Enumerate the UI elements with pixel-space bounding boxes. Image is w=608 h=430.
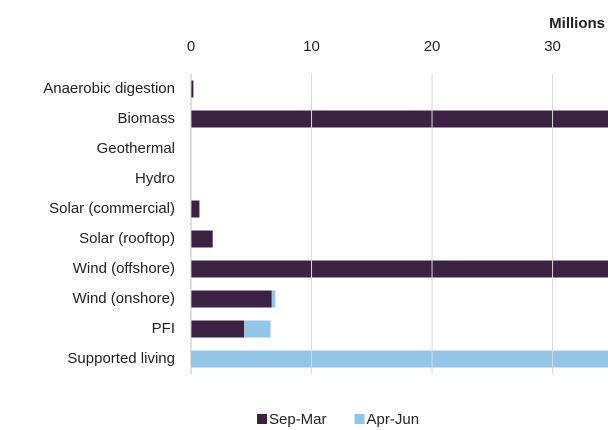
bar	[191, 80, 194, 98]
y-tick-label: Solar (rooftop)	[79, 230, 175, 247]
y-tick-label: Wind (onshore)	[72, 290, 175, 307]
y-tick-label: Hydro	[135, 170, 175, 187]
bar	[191, 230, 213, 248]
bar	[191, 320, 245, 338]
y-tick-label: Anaerobic digestion	[43, 80, 175, 97]
y-tick-label: Biomass	[117, 110, 175, 127]
x-axis-label: Millions	[549, 15, 605, 32]
bar	[191, 260, 608, 278]
y-tick-label: Supported living	[67, 350, 175, 367]
bar	[271, 290, 276, 308]
bar	[191, 350, 608, 368]
bar	[191, 200, 200, 218]
y-tick-label: PFI	[152, 320, 175, 337]
x-tick-label: 30	[544, 38, 561, 55]
bar	[191, 110, 608, 128]
bar	[244, 320, 271, 338]
x-tick-label: 20	[424, 38, 441, 55]
y-tick-label: Geothermal	[97, 140, 175, 157]
x-tick-label: 0	[187, 38, 195, 55]
bar	[191, 290, 272, 308]
y-tick-label: Solar (commercial)	[49, 200, 175, 217]
x-tick-label: 10	[303, 38, 320, 55]
plot-area	[191, 80, 608, 368]
y-tick-label: Wind (offshore)	[73, 260, 175, 277]
legend-swatch	[257, 414, 267, 424]
legend-label: Sep-Mar	[269, 411, 327, 428]
legend-swatch	[354, 414, 365, 424]
legend-label: Apr-Jun	[367, 411, 420, 428]
